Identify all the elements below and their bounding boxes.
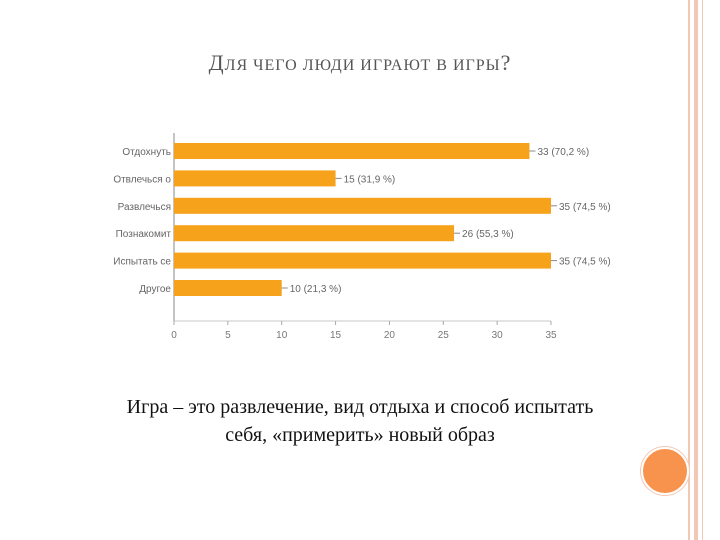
slide-caption: Игра – это развлечение, вид отдыха и спо…	[20, 393, 700, 449]
data-label: 26 (55,3 %)	[462, 229, 514, 240]
category-label: Развлечься	[118, 202, 171, 213]
slide-border-line	[702, 0, 703, 540]
category-label: Отвлечься о	[113, 174, 171, 185]
caption-line-1: Игра – это развлечение, вид отдыха и спо…	[126, 396, 594, 418]
bar	[174, 197, 551, 214]
x-tick-label: 20	[384, 330, 396, 341]
x-tick-label: 0	[171, 330, 177, 341]
data-label: 35 (74,5 %)	[559, 202, 610, 213]
data-label: 15 (31,9 %)	[344, 174, 396, 185]
slide-title-initial: Д	[208, 50, 225, 75]
data-label: 10 (21,3 %)	[290, 284, 342, 295]
bar	[174, 143, 530, 159]
x-tick-label: 25	[438, 330, 450, 341]
x-tick-label: 10	[276, 330, 288, 341]
slide-border-line	[694, 0, 698, 540]
bar	[174, 280, 282, 296]
bar	[174, 225, 455, 242]
x-tick-label: 35	[545, 330, 557, 341]
bar-chart: 0 5 10 15 20 25 30 35 Отдохнуть 33 (70,2 %) Отвлеч…	[113, 133, 610, 341]
slide-title-mark: ?	[500, 50, 512, 75]
data-label: 33 (70,2 %)	[537, 147, 589, 158]
slide-title: ДЛЯ ЧЕГО ЛЮДИ ИГРАЮТ В ИГРЫ?	[0, 50, 720, 76]
data-label: 35 (74,5 %)	[559, 257, 610, 268]
category-label: Познакомит	[116, 229, 172, 240]
category-label: Другое	[139, 284, 171, 295]
category-label: Испытать се	[113, 257, 171, 268]
x-tick-label: 15	[330, 330, 342, 341]
bar	[174, 170, 336, 187]
bar	[174, 252, 551, 269]
decorative-circle	[641, 447, 689, 495]
x-tick-label: 30	[492, 330, 504, 341]
slide-title-rest: ЛЯ ЧЕГО ЛЮДИ ИГРАЮТ В ИГРЫ	[224, 57, 501, 74]
x-tick-label: 5	[225, 330, 231, 341]
caption-line-2: себя, «примерить» новый образ	[225, 424, 495, 446]
slide-border-line	[688, 0, 690, 540]
category-label: Отдохнуть	[122, 147, 171, 158]
